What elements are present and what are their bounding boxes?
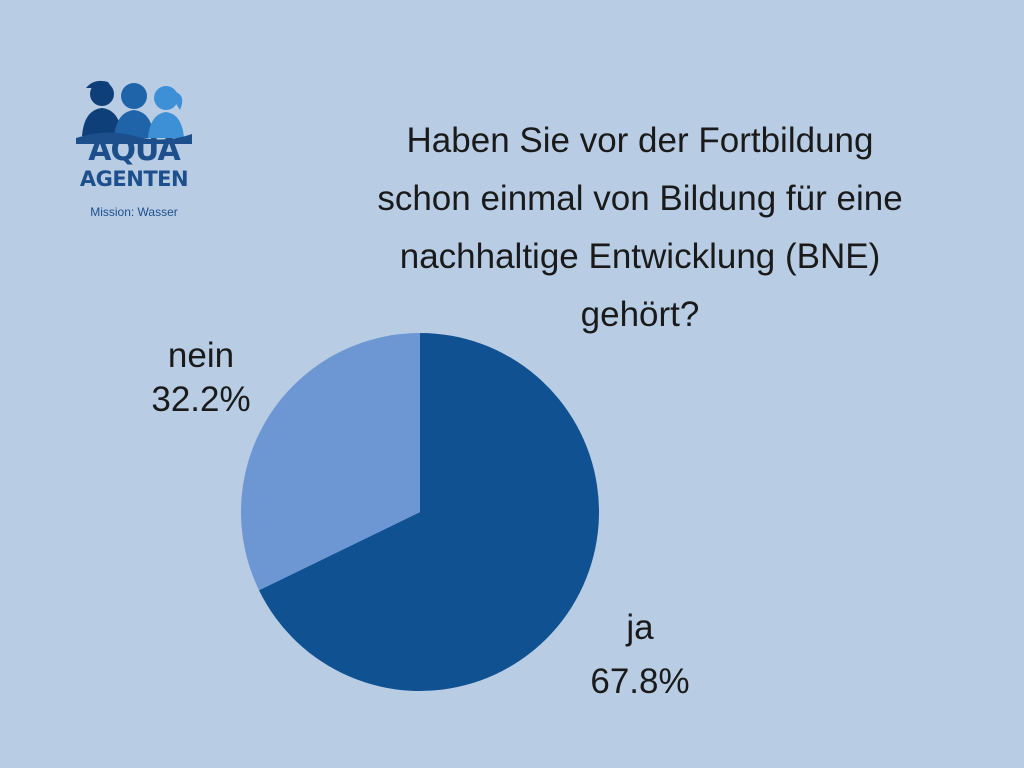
chart-title: Haben Sie vor der Fortbildung schon einm…	[377, 121, 903, 334]
slice-label-nein: nein 32.2%	[121, 334, 281, 422]
pie-slice-nein	[241, 333, 420, 591]
logo-word-aqua: AQUA	[88, 133, 180, 168]
pie-slice-ja	[259, 333, 600, 692]
slice-name-nein: nein	[167, 336, 235, 375]
children-silhouettes-icon	[76, 80, 192, 144]
slice-label-ja: ja 67.8%	[560, 606, 720, 704]
logo-word-agenten: AGENTEN	[79, 167, 189, 191]
aqua-agenten-logo: AQUA AGENTEN Mission: Wasser	[72, 74, 196, 224]
logo-tagline: Mission: Wasser	[90, 205, 178, 219]
slice-percent-ja: 67.8%	[590, 662, 690, 701]
pie-slices	[241, 333, 600, 692]
slice-percent-nein: 32.2%	[151, 380, 251, 419]
slice-name-ja: ja	[626, 608, 654, 647]
